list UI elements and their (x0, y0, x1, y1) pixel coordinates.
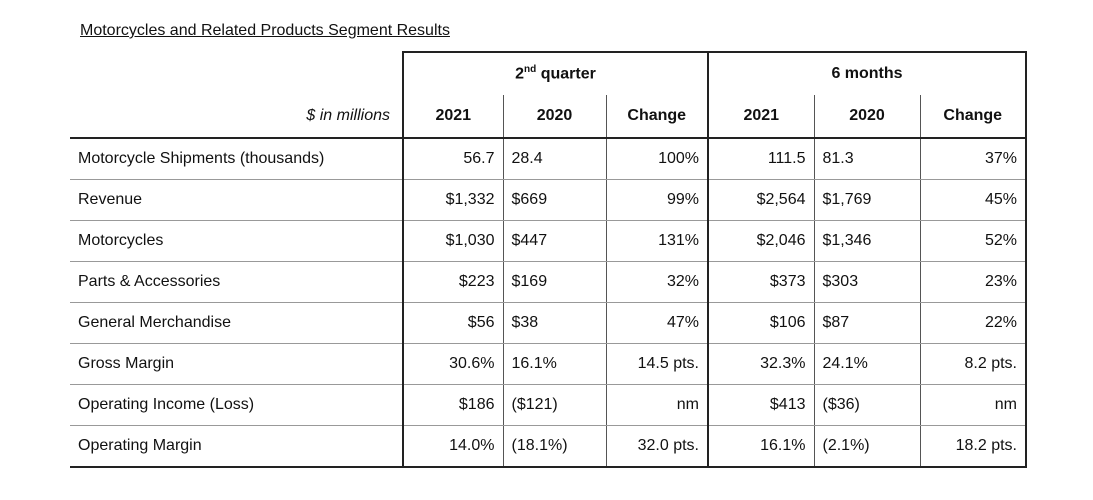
q-2020-cell: $669 (502, 179, 606, 221)
col-6m-change: Change (919, 95, 1027, 139)
group-header-2nd-quarter: 2nd quarter (402, 51, 708, 95)
q-change-cell: 47% (605, 302, 708, 344)
row-label: Operating Income (Loss) (70, 384, 403, 426)
6m-change-cell: nm (919, 384, 1027, 426)
q-2020-cell: $169 (502, 261, 606, 303)
row-label: Revenue (70, 179, 403, 221)
row-label: Gross Margin (70, 343, 403, 385)
6m-2021-cell: $106 (707, 302, 814, 344)
q-change-cell: 99% (605, 179, 708, 221)
col-6m-2020: 2020 (813, 95, 920, 139)
q-2020-cell: (18.1%) (502, 425, 606, 468)
q-2020-cell: $447 (502, 220, 606, 262)
6m-2021-cell: 111.5 (707, 138, 814, 180)
table-row: Motorcycle Shipments (thousands) 56.7 28… (70, 138, 1027, 180)
col-6m-2021: 2021 (707, 95, 814, 139)
table-row: Operating Margin 14.0% (18.1%) 32.0 pts.… (70, 425, 1027, 468)
table-row: Operating Income (Loss) $186 ($121) nm $… (70, 384, 1027, 426)
6m-change-cell: 22% (919, 302, 1027, 344)
col-q-change: Change (605, 95, 708, 139)
q-2021-cell: $1,332 (402, 179, 503, 221)
6m-2020-cell: (2.1%) (813, 425, 920, 468)
6m-change-cell: 23% (919, 261, 1027, 303)
6m-2021-cell: $373 (707, 261, 814, 303)
column-header-row: $ in millions 2021 2020 Change 2021 2020… (70, 95, 1027, 139)
6m-change-cell: 45% (919, 179, 1027, 221)
col-q-2021: 2021 (402, 95, 503, 139)
table-row: Motorcycles $1,030 $447 131% $2,046 $1,3… (70, 220, 1027, 262)
q-2021-cell: 56.7 (402, 138, 503, 180)
row-label: Motorcycles (70, 220, 403, 262)
q-2021-cell: $56 (402, 302, 503, 344)
6m-2021-cell: 32.3% (707, 343, 814, 385)
row-label: Operating Margin (70, 425, 403, 468)
q-2021-cell: $186 (402, 384, 503, 426)
segment-results-table: 2nd quarter 6 months $ in millions 2021 … (70, 51, 1027, 468)
6m-2021-cell: 16.1% (707, 425, 814, 468)
q-2021-cell: 14.0% (402, 425, 503, 468)
q-change-cell: 32.0 pts. (605, 425, 708, 468)
q-change-cell: 14.5 pts. (605, 343, 708, 385)
group-header-row: 2nd quarter 6 months (70, 51, 1027, 95)
q-2021-cell: $1,030 (402, 220, 503, 262)
6m-2020-cell: $87 (813, 302, 920, 344)
6m-2020-cell: $303 (813, 261, 920, 303)
row-label: Parts & Accessories (70, 261, 403, 303)
q-2020-cell: $38 (502, 302, 606, 344)
table-row: Revenue $1,332 $669 99% $2,564 $1,769 45… (70, 179, 1027, 221)
q-change-cell: 131% (605, 220, 708, 262)
row-label: Motorcycle Shipments (thousands) (70, 138, 403, 180)
6m-change-cell: 52% (919, 220, 1027, 262)
q-change-cell: 32% (605, 261, 708, 303)
page-title: Motorcycles and Related Products Segment… (80, 22, 450, 39)
6m-2020-cell: 81.3 (813, 138, 920, 180)
blank-corner (70, 52, 403, 95)
6m-2021-cell: $413 (707, 384, 814, 426)
6m-2020-cell: $1,769 (813, 179, 920, 221)
6m-change-cell: 8.2 pts. (919, 343, 1027, 385)
6m-2020-cell: $1,346 (813, 220, 920, 262)
group-header-6-months: 6 months (707, 51, 1027, 95)
q-2020-cell: ($121) (502, 384, 606, 426)
q-2021-cell: 30.6% (402, 343, 503, 385)
6m-2020-cell: ($36) (813, 384, 920, 426)
table-row: Gross Margin 30.6% 16.1% 14.5 pts. 32.3%… (70, 343, 1027, 385)
table-row: General Merchandise $56 $38 47% $106 $87… (70, 302, 1027, 344)
col-q-2020: 2020 (502, 95, 606, 139)
q-change-cell: 100% (605, 138, 708, 180)
row-label: General Merchandise (70, 302, 403, 344)
table-row: Parts & Accessories $223 $169 32% $373 $… (70, 261, 1027, 303)
6m-change-cell: 18.2 pts. (919, 425, 1027, 468)
q-2020-cell: 28.4 (502, 138, 606, 180)
units-label: $ in millions (70, 95, 403, 139)
q-2020-cell: 16.1% (502, 343, 606, 385)
6m-2021-cell: $2,564 (707, 179, 814, 221)
6m-change-cell: 37% (919, 138, 1027, 180)
6m-2020-cell: 24.1% (813, 343, 920, 385)
6m-2021-cell: $2,046 (707, 220, 814, 262)
q-2021-cell: $223 (402, 261, 503, 303)
q-change-cell: nm (605, 384, 708, 426)
